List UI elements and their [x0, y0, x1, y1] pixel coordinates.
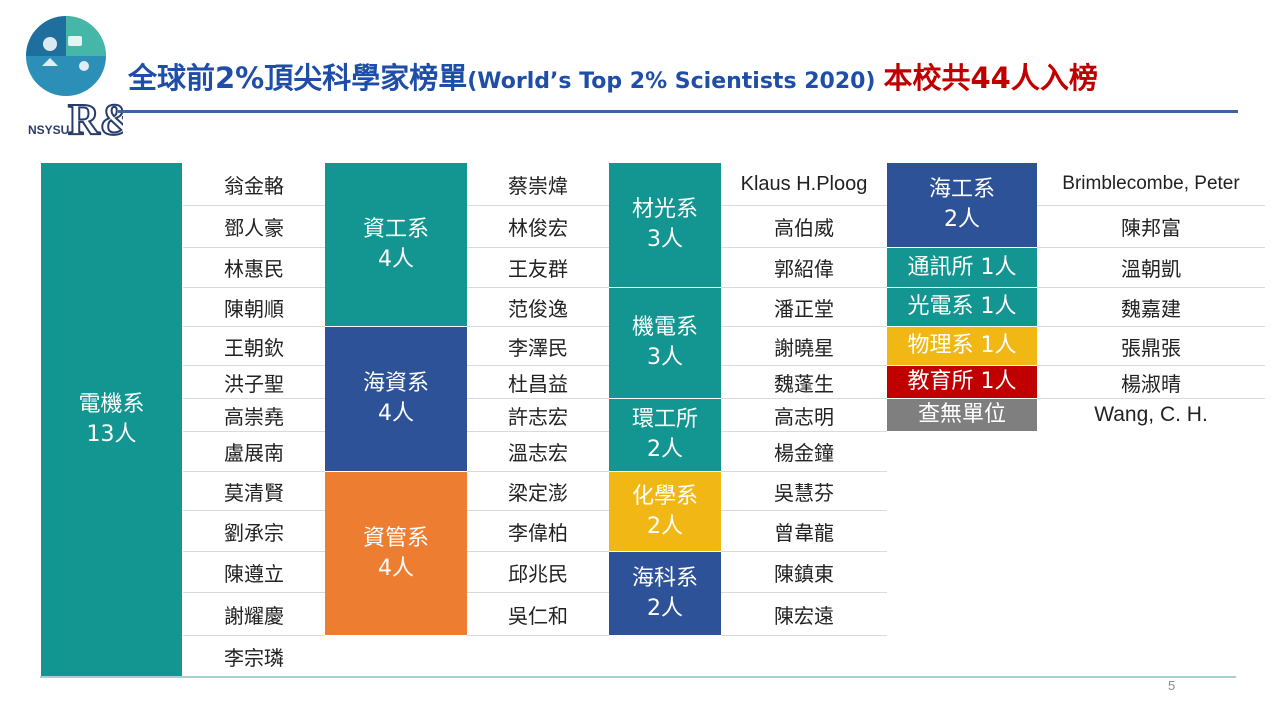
dept-marine-resources: 海資系 4人	[325, 327, 467, 471]
nsysu-rd-logo: NSYSU R&D	[8, 12, 169, 145]
name-cell: 陳遵立	[183, 552, 325, 593]
dept-marine-sciences: 海科系 2人	[609, 552, 721, 635]
name-cell: 潘正堂	[721, 288, 887, 327]
name-cell: 林俊宏	[467, 206, 609, 248]
name-cell: Klaus H.Ploog	[721, 163, 887, 206]
dept-chemistry: 化學系 2人	[609, 472, 721, 551]
name-cell: 范俊逸	[467, 288, 609, 327]
dept-unknown: 查無單位	[887, 399, 1037, 431]
dept-education: 教育所 1人	[887, 366, 1037, 398]
name-cell: 鄧人豪	[183, 206, 325, 248]
dept-mechanical-electromechanical: 機電系 3人	[609, 288, 721, 398]
name-cell: 高志明	[721, 399, 887, 432]
dept-mis: 資管系 4人	[325, 472, 467, 635]
name-cell: 郭紹偉	[721, 248, 887, 288]
name-cell: 高伯威	[721, 206, 887, 248]
name-cell: 王友群	[467, 248, 609, 288]
dept-communications: 通訊所 1人	[887, 248, 1037, 287]
name-cell: 曾韋龍	[721, 511, 887, 552]
name-cell: 溫志宏	[467, 432, 609, 472]
name-cell: Wang, C. H.	[1094, 403, 1208, 426]
name-cell: Brimblecombe, Peter	[1037, 163, 1265, 206]
page-number: 5	[1168, 678, 1176, 693]
dept-photonics: 光電系 1人	[887, 288, 1037, 326]
dept-environmental-engineering: 環工所 2人	[609, 399, 721, 471]
dept-physics: 物理系 1人	[887, 327, 1037, 365]
name-cell: 邱兆民	[467, 552, 609, 593]
name-cell: 張鼎張	[1037, 327, 1265, 366]
name-cell: 洪子聖	[183, 366, 325, 399]
dept-cs: 資工系 4人	[325, 163, 467, 326]
logo-text: NSYSU	[28, 123, 69, 137]
name-cell: 王朝欽	[183, 327, 325, 366]
name-cell: 楊金鐘	[721, 432, 887, 472]
name-cell: 蔡崇煒	[467, 163, 609, 206]
name-cell: 魏嘉建	[1037, 288, 1265, 327]
name-cell: 陳鎮東	[721, 552, 887, 593]
dept-ee: 電機系 13人	[41, 163, 182, 677]
dept-materials-optoelectronics: 材光系 3人	[609, 163, 721, 287]
slide-title: 全球前2%頂尖科學家榜單(World’s Top 2% Scientists 2…	[128, 58, 1098, 98]
title-divider	[118, 110, 1238, 113]
bottom-divider	[40, 676, 1236, 678]
title-part3: 本校共44人入榜	[883, 61, 1098, 95]
name-cell: 林惠民	[183, 248, 325, 288]
name-cell: 高崇堯	[183, 399, 325, 432]
title-part2: (World’s Top 2% Scientists 2020)	[467, 69, 876, 94]
name-cell: 謝曉星	[721, 327, 887, 366]
name-cell: 謝耀慶	[183, 593, 325, 636]
name-cell: 梁定澎	[467, 472, 609, 511]
logo-mark: R&D	[68, 95, 123, 140]
name-cell: 莫清賢	[183, 472, 325, 511]
name-cell: 翁金輅	[183, 163, 325, 206]
name-cell: 李宗璘	[224, 645, 284, 670]
name-cell: 李偉柏	[467, 511, 609, 552]
name-cell: 吳慧芬	[721, 472, 887, 511]
title-part1: 全球前2%頂尖科學家榜單	[128, 61, 468, 95]
name-cell: 許志宏	[467, 399, 609, 432]
name-cell: 杜昌益	[467, 366, 609, 399]
name-cell: 劉承宗	[183, 511, 325, 552]
name-cell: 楊淑晴	[1037, 366, 1265, 399]
name-cell: 李澤民	[467, 327, 609, 366]
name-cell: 陳宏遠	[721, 593, 887, 636]
name-cell: 陳朝順	[183, 288, 325, 327]
name-cell: 盧展南	[183, 432, 325, 472]
name-cell: 溫朝凱	[1037, 248, 1265, 288]
name-cell: 魏蓬生	[721, 366, 887, 399]
dept-marine-engineering: 海工系 2人	[887, 163, 1037, 247]
name-cell: 陳邦富	[1037, 206, 1265, 248]
name-cell: 吳仁和	[467, 593, 609, 636]
